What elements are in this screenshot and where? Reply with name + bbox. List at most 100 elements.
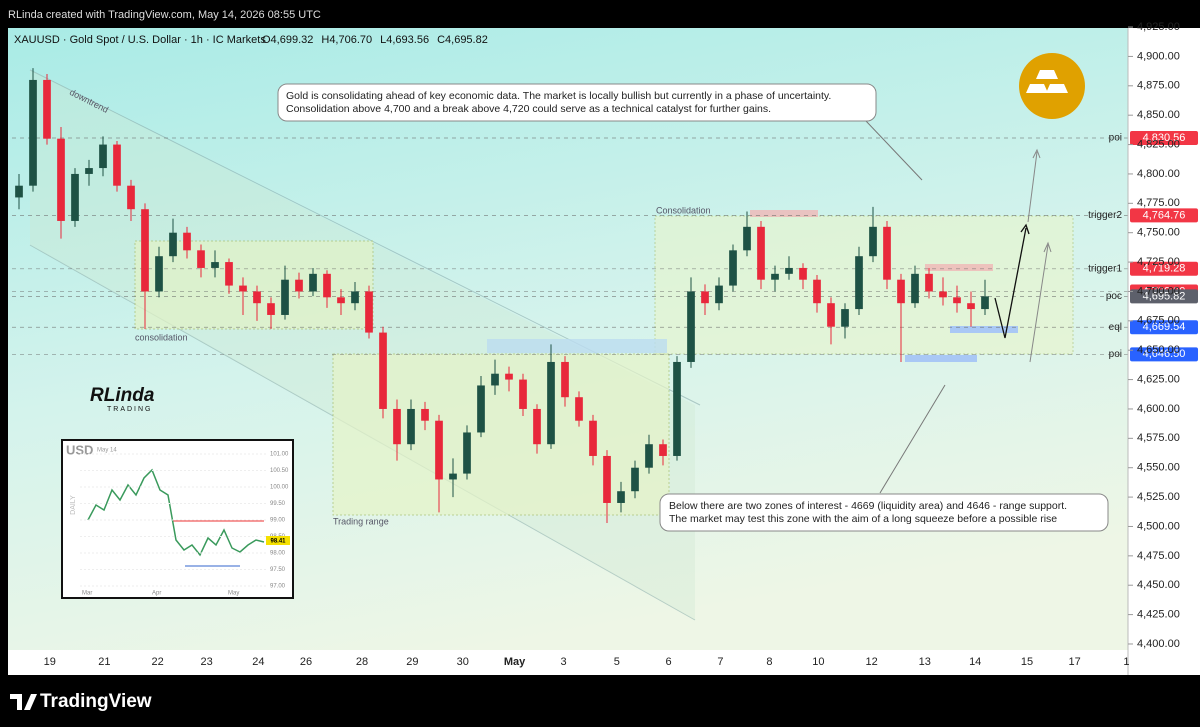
candle-body — [981, 296, 989, 310]
y-tick-label: 4,550.00 — [1137, 462, 1180, 474]
candle-body — [57, 138, 65, 221]
note-line: Gold is consolidating ahead of key econo… — [286, 90, 831, 102]
candle-body — [225, 262, 233, 286]
candle-body — [813, 279, 821, 304]
inset-x-label: May — [228, 591, 239, 597]
range-zone — [332, 353, 670, 516]
price-tag-label: 4,646.50 — [1143, 348, 1186, 360]
candle-body — [743, 226, 751, 251]
candle-body — [477, 385, 485, 433]
y-tick-label: 4,575.00 — [1137, 432, 1180, 444]
candle-body — [127, 185, 135, 210]
candle-body — [645, 444, 653, 468]
x-tick-label: May — [504, 656, 526, 668]
callout-line — [865, 120, 923, 181]
candle-body — [547, 361, 555, 445]
candle-body — [939, 291, 947, 298]
header: RLinda created with TradingView.com, May… — [8, 9, 321, 21]
price-tag-label: 4,830.56 — [1143, 132, 1186, 144]
ohlc-value: L4,693.56 — [380, 34, 429, 46]
label: consolidation — [135, 332, 188, 342]
x-tick-label: 28 — [356, 656, 368, 668]
candle-body — [617, 491, 625, 503]
candle-body — [533, 408, 541, 445]
level-name: eql — [1109, 322, 1122, 333]
candle-body — [911, 273, 919, 304]
x-tick-label: 30 — [457, 656, 469, 668]
y-tick-label: 4,725.00 — [1137, 256, 1180, 268]
target-arrow — [1027, 151, 1038, 223]
liquidity-zone — [905, 355, 977, 362]
price-tag — [1130, 208, 1198, 223]
footer: TradingView — [40, 691, 152, 712]
y-tick-label: 4,625.00 — [1137, 373, 1180, 385]
y-tick-label: 4,475.00 — [1137, 550, 1180, 562]
candle-body — [141, 209, 149, 292]
price-tag — [1130, 289, 1198, 304]
candle-body — [855, 256, 863, 310]
candle-body — [253, 291, 261, 304]
y-tick-label: 4,875.00 — [1137, 80, 1180, 92]
candle-body — [197, 250, 205, 268]
candle-body — [113, 144, 121, 186]
price-tag-label: 4,719.28 — [1143, 263, 1186, 275]
arrowhead — [1032, 148, 1041, 159]
note-line: Below there are two zones of interest - … — [669, 500, 1067, 512]
x-tick-label: 12 — [865, 656, 877, 668]
candle-body — [281, 279, 289, 315]
candle-body — [673, 361, 681, 456]
inset-y-label: 98.00 — [270, 551, 286, 557]
x-tick-label: 5 — [614, 656, 620, 668]
inset: USD May 14 DAILY 101.00 100.50 100.00 99.50… — [61, 439, 294, 599]
liquidity-zone — [950, 326, 1018, 333]
note-box — [277, 83, 877, 122]
x-tick-label: 21 — [98, 656, 110, 668]
candle-body — [365, 291, 373, 333]
candle-body — [827, 303, 835, 327]
x-tick-label: 29 — [406, 656, 418, 668]
y-tick-label: 4,775.00 — [1137, 197, 1180, 209]
candle-body — [155, 256, 163, 292]
inset-period: DAILY — [70, 495, 77, 515]
support-zone — [487, 339, 667, 353]
logo: RLinda — [90, 385, 155, 406]
candle-body — [435, 420, 443, 480]
y-tick-label: 4,850.00 — [1137, 109, 1180, 121]
candle-body — [379, 332, 387, 409]
levels: poi 4,830.56 trigger2 4,764.76 trigger1 4,719… — [12, 131, 1198, 362]
candle-body — [701, 291, 709, 304]
y-tick-label: 4,400.00 — [1137, 638, 1180, 650]
y-tick-label: 4,900.00 — [1137, 50, 1180, 62]
level-name: trigger1 — [1088, 263, 1122, 274]
candle-body — [267, 303, 275, 315]
logo-sub: TRADING — [107, 406, 153, 413]
y-tick-label: 4,675.00 — [1137, 315, 1180, 327]
x-tick-label: 15 — [1021, 656, 1033, 668]
price-tag — [1130, 347, 1198, 362]
y-tick-label: 4,425.00 — [1137, 609, 1180, 621]
candle-body — [967, 303, 975, 310]
candle-body — [869, 226, 877, 257]
price-tag — [1130, 131, 1198, 146]
inset-tag — [266, 536, 290, 545]
price-tag-label: 4,764.76 — [1143, 209, 1186, 221]
candle-body — [659, 444, 667, 456]
candle-body — [771, 273, 779, 280]
inset-axis: 101.00100.50100.0099.5099.0098.5098.0097… — [80, 452, 289, 590]
arrows — [865, 120, 1052, 494]
inset-y-label: 97.50 — [270, 567, 286, 573]
x-tick-label: 14 — [969, 656, 981, 668]
gold-icon — [1019, 53, 1085, 119]
candle-body — [883, 226, 891, 280]
candle-body — [953, 297, 961, 304]
inset-y-label: 97.00 — [270, 584, 286, 590]
x-tick-label: 17 — [1068, 656, 1080, 668]
inset-title: USD — [66, 442, 93, 457]
candle-body — [211, 262, 219, 268]
candles — [15, 68, 989, 523]
note-line: Consolidation above 4,700 and a break ab… — [286, 103, 771, 115]
candle-body — [491, 373, 499, 386]
inset-y-label: 100.50 — [270, 468, 289, 474]
consolidation-zone — [654, 215, 1074, 355]
